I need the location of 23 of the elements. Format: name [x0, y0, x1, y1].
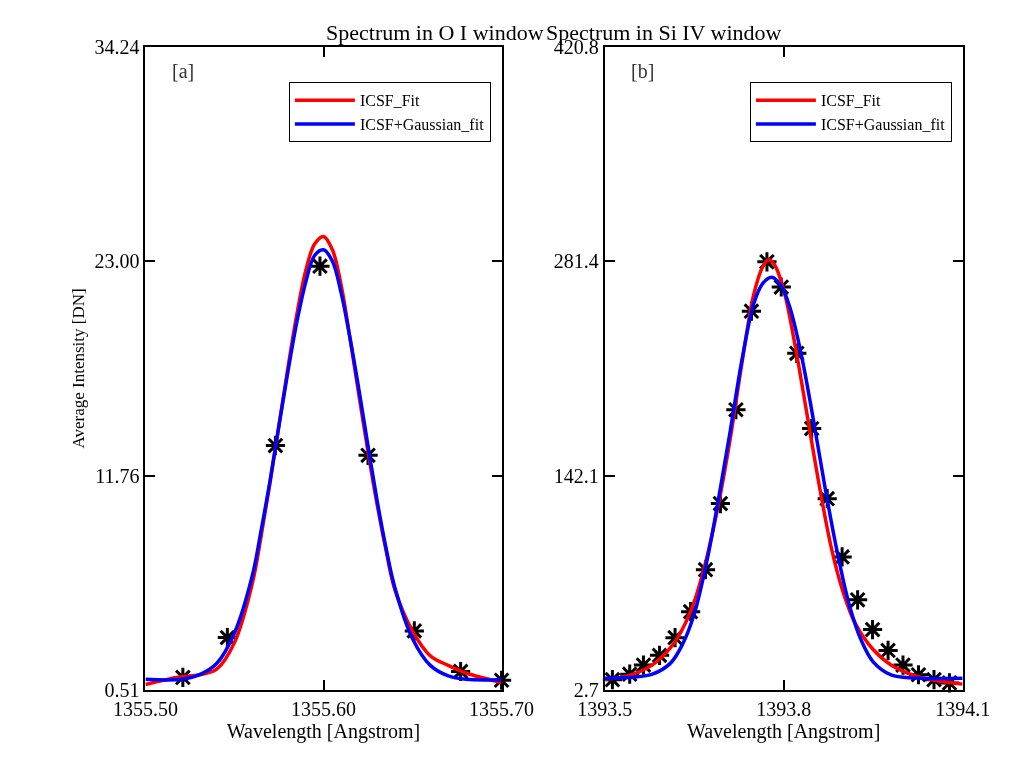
y-tick-label: 281.4 — [553, 250, 599, 273]
point — [846, 588, 869, 611]
point — [308, 255, 332, 278]
legend-label: ICSF_Fit — [359, 92, 421, 110]
x-tick-label: 1394.1 — [935, 697, 991, 720]
legend-label: ICSF+Gaussian_fit — [359, 116, 485, 134]
y-tick-label: 11.76 — [95, 464, 140, 487]
legend-label: ICSF+Gaussian_fit — [820, 116, 946, 134]
point — [876, 639, 900, 662]
y-tick-label: 34.24 — [94, 35, 140, 58]
y-axis-title: Average Intensity [DN] — [68, 288, 88, 449]
x-axis-title: Wavelength [Angstrom] — [686, 719, 881, 743]
x-tick-label: 1355.70 — [469, 697, 535, 720]
point — [861, 618, 884, 641]
x-tick-label: 1355.60 — [291, 697, 357, 720]
x-axis-title: Wavelength [Angstrom] — [226, 719, 421, 743]
y-tick-label: 142.1 — [553, 464, 599, 487]
annotation: [b] — [631, 60, 655, 82]
y-tick-label: 23.00 — [94, 250, 140, 273]
x-tick-label: 1393.8 — [756, 697, 812, 720]
annotation: [a] — [172, 60, 195, 82]
legend-label: ICSF_Fit — [820, 92, 882, 110]
chart-title: Spectrum in O I window — [326, 20, 544, 45]
